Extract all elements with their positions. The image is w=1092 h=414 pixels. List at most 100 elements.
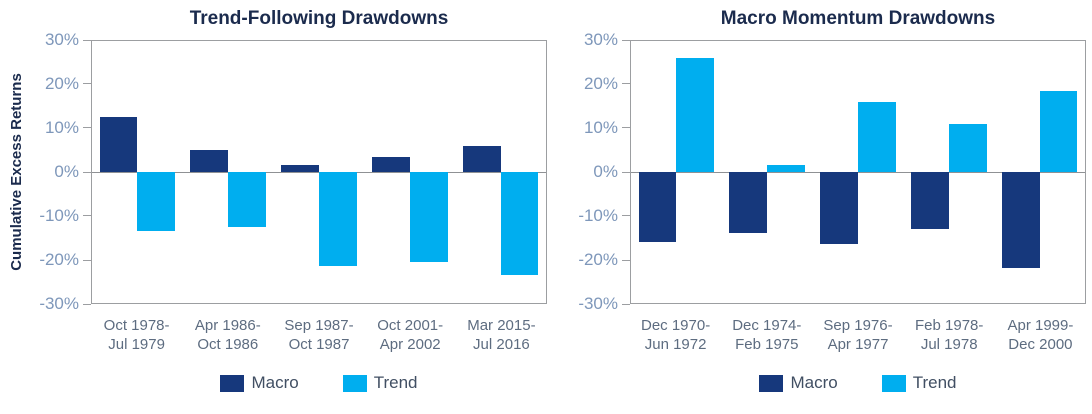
x-tick-label: Dec 1974- Feb 1975 bbox=[721, 316, 812, 354]
legend-entry-trend: Trend bbox=[342, 373, 418, 393]
legend-label: Macro bbox=[251, 373, 299, 392]
bar-macro-0 bbox=[638, 172, 677, 242]
bar-trend-1 bbox=[228, 172, 267, 227]
y-tick-label: 20% bbox=[44, 73, 79, 93]
bar-trend-0 bbox=[137, 172, 176, 231]
legend: Macro Trend bbox=[630, 372, 1086, 394]
bar-macro-0 bbox=[99, 117, 138, 172]
x-tick-label-line: Sep 1976- bbox=[823, 317, 893, 334]
y-tick-mark bbox=[83, 171, 91, 173]
x-tick-label-line: Feb 1975 bbox=[735, 336, 799, 353]
y-tick-mark bbox=[622, 83, 630, 85]
x-tick-label-line: Jun 1972 bbox=[644, 336, 707, 353]
x-tick-label: Oct 2001- Apr 2002 bbox=[365, 316, 456, 354]
legend-swatch-trend bbox=[881, 374, 906, 392]
x-tick-label: Apr 1999- Dec 2000 bbox=[995, 316, 1086, 354]
plot-area bbox=[630, 40, 1086, 304]
y-tick-mark bbox=[622, 259, 630, 261]
y-tick-label: -10% bbox=[578, 205, 618, 225]
x-tick-label-line: Mar 2015- bbox=[467, 317, 536, 334]
y-tick-label: 20% bbox=[583, 73, 618, 93]
x-tick-label-line: Oct 1986 bbox=[197, 336, 259, 353]
bar-trend-1 bbox=[767, 165, 806, 172]
y-axis-tick-marks bbox=[622, 39, 630, 305]
legend: Macro Trend bbox=[91, 372, 547, 394]
x-tick-label-line: Dec 1970- bbox=[640, 317, 711, 334]
x-tick-label-line: Oct 1987 bbox=[288, 336, 350, 353]
zero-baseline bbox=[631, 172, 1085, 173]
bar-macro-2 bbox=[281, 165, 319, 172]
chart-title: Trend-Following Drawdowns bbox=[189, 8, 449, 29]
y-tick-label: -30% bbox=[578, 294, 618, 313]
y-tick-mark bbox=[622, 303, 630, 305]
chart-title: Macro Momentum Drawdowns bbox=[720, 8, 996, 29]
x-tick-label: Sep 1987- Oct 1987 bbox=[273, 316, 364, 354]
y-axis-tick-labels: 30% 20% 10% 0% -10% -20% -30% bbox=[0, 31, 79, 313]
y-tick-mark bbox=[83, 39, 91, 41]
x-axis-labels: Oct 1978- Jul 1979 Apr 1986- Oct 1986 Sep 19… bbox=[91, 316, 547, 354]
legend-entry-macro: Macro bbox=[220, 373, 299, 393]
y-tick-mark bbox=[622, 215, 630, 217]
legend-entry-macro: Macro bbox=[759, 373, 838, 393]
y-tick-label: 10% bbox=[583, 117, 618, 137]
legend-label: Trend bbox=[373, 373, 418, 392]
chart-panel-macro-momentum: Macro Momentum Drawdowns 30% 20% 10% 0% -10%… bbox=[546, 0, 1092, 414]
x-tick-label-line: Apr 1986- bbox=[194, 317, 261, 334]
x-tick-label-line: Jul 1979 bbox=[108, 336, 165, 353]
x-tick-label: Sep 1976- Apr 1977 bbox=[812, 316, 903, 354]
y-tick-label: 0% bbox=[593, 162, 618, 181]
x-tick-label-line: Apr 1999- bbox=[1007, 317, 1074, 334]
y-tick-label: 0% bbox=[54, 162, 79, 181]
y-tick-label: -20% bbox=[39, 250, 79, 269]
x-tick-label-line: Dec 1974- bbox=[732, 317, 802, 334]
x-tick-label-line: Jul 2016 bbox=[473, 336, 530, 353]
legend-entry-trend: Trend bbox=[881, 373, 957, 393]
bar-trend-0 bbox=[676, 58, 715, 172]
x-tick-label: Oct 1978- Jul 1979 bbox=[91, 316, 182, 354]
y-tick-label: -20% bbox=[578, 250, 618, 269]
x-tick-label: Feb 1978- Jul 1978 bbox=[904, 316, 995, 354]
x-tick-label-line: Apr 1977 bbox=[827, 336, 889, 353]
y-tick-label: -10% bbox=[39, 205, 79, 225]
y-tick-mark bbox=[83, 127, 91, 129]
x-tick-label-line: Sep 1987- bbox=[284, 317, 354, 334]
y-tick-mark bbox=[622, 39, 630, 41]
x-axis-labels: Dec 1970- Jun 1972 Dec 1974- Feb 1975 Sep 19… bbox=[630, 316, 1086, 354]
legend-swatch-macro bbox=[759, 374, 784, 392]
x-tick-label-line: Feb 1978- bbox=[915, 317, 984, 334]
bar-trend-2 bbox=[858, 102, 896, 172]
bar-macro-2 bbox=[820, 172, 858, 245]
bar-macro-3 bbox=[910, 172, 949, 229]
y-axis-tick-marks bbox=[83, 39, 91, 305]
bar-trend-4 bbox=[500, 172, 539, 275]
y-tick-label: -30% bbox=[39, 294, 79, 313]
bar-macro-1 bbox=[190, 150, 229, 172]
chart-panel-trend-following: Trend-Following Drawdowns Cumulative Exc… bbox=[0, 8, 547, 394]
bar-macro-1 bbox=[729, 172, 768, 234]
y-tick-label: 10% bbox=[44, 117, 79, 137]
y-tick-mark bbox=[622, 171, 630, 173]
y-tick-mark bbox=[622, 127, 630, 129]
bar-macro-3 bbox=[371, 156, 410, 172]
x-tick-label: Mar 2015- Jul 2016 bbox=[456, 316, 547, 354]
y-tick-mark bbox=[83, 303, 91, 305]
y-tick-label: 30% bbox=[44, 30, 79, 49]
bar-trend-4 bbox=[1039, 91, 1078, 172]
x-tick-label-line: Oct 1978- bbox=[103, 317, 170, 334]
bar-trend-2 bbox=[319, 172, 357, 266]
bar-trend-3 bbox=[409, 172, 448, 262]
legend-swatch-macro bbox=[220, 374, 245, 392]
x-tick-label-line: Jul 1978 bbox=[920, 336, 978, 353]
y-axis-tick-labels: 30% 20% 10% 0% -10% -20% -30% bbox=[546, 31, 618, 313]
bar-trend-3 bbox=[948, 123, 987, 172]
bar-macro-4 bbox=[1001, 172, 1040, 269]
y-tick-mark bbox=[83, 259, 91, 261]
y-tick-mark bbox=[83, 83, 91, 85]
x-tick-label: Dec 1970- Jun 1972 bbox=[630, 316, 721, 354]
x-tick-label-line: Apr 2002 bbox=[379, 336, 441, 353]
y-tick-mark bbox=[83, 215, 91, 217]
x-tick-label-line: Dec 2000 bbox=[1008, 336, 1073, 353]
y-tick-label: 30% bbox=[583, 30, 618, 49]
legend-swatch-trend bbox=[342, 374, 367, 392]
